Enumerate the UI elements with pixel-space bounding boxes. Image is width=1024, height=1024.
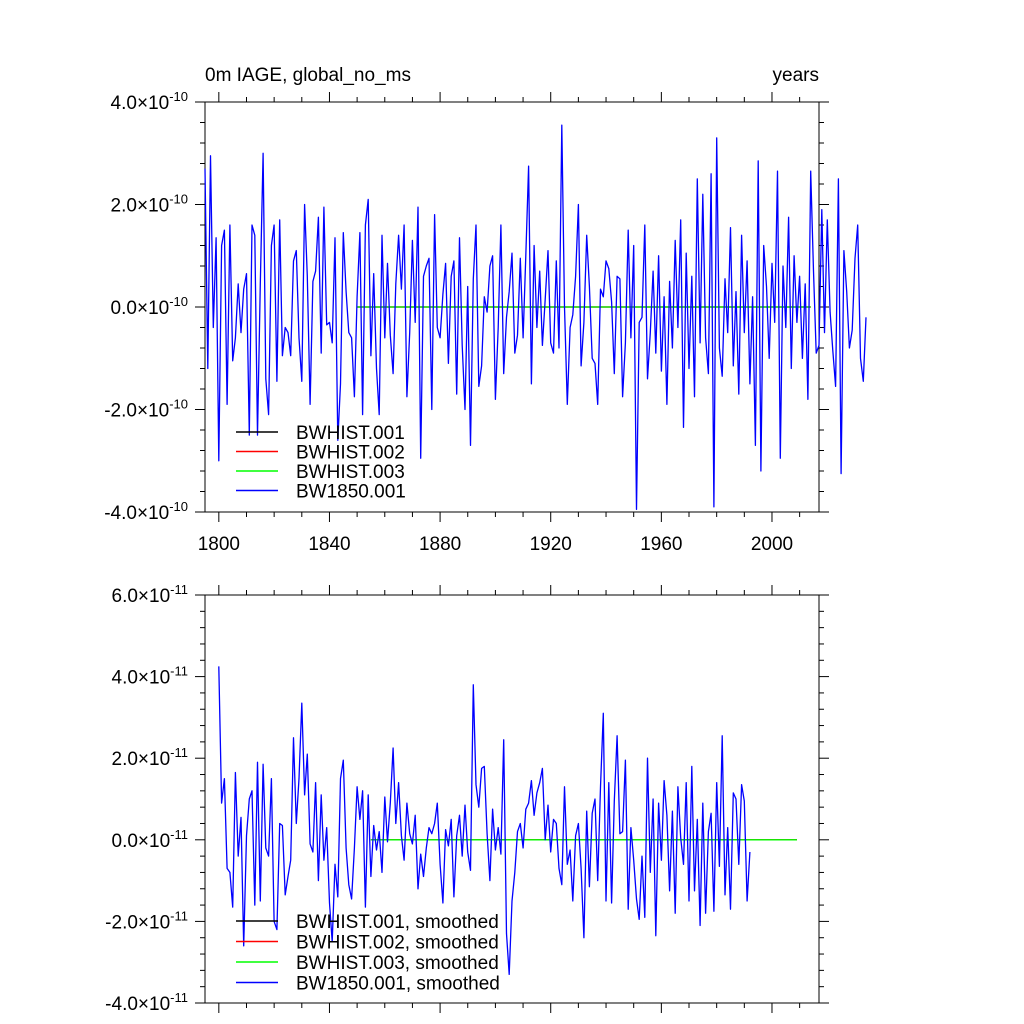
legend-label: BWHIST.001 [296,423,405,444]
chart-title: 0m IAGE, global_no_ms [205,65,411,86]
y-tick-label: -4.0×10-11 [105,990,188,1015]
plot-panel-1: 1800 1840 1880 1920 1960 2000 4.0×10-10 2.0×10-… [104,65,867,555]
y-tick-label: 0.0×10-11 [112,827,189,852]
plot-panel-2: 6.0×10-11 4.0×10-11 2.0×10-11 0.0×10-11 -2.0… [105,582,829,1015]
series-line-bw1850-001-smoothed [218,666,751,976]
y-tick-label: 4.0×10-11 [112,664,189,689]
legend-label: BWHIST.002 [296,443,405,464]
x-tick-label: 2000 [751,534,793,555]
series-line-bw1850-001 [204,124,867,511]
units-label: years [773,65,819,86]
legend-label: BWHIST.003, smoothed [296,953,499,974]
legend-label: BWHIST.001, smoothed [296,912,499,933]
plot-frame [204,594,820,1004]
y-tick-label: 4.0×10-10 [111,89,188,114]
legend-label: BWHIST.002, smoothed [296,933,499,954]
x-tick-label: 1960 [640,534,682,555]
y-tick-label: 0.0×10-10 [111,294,188,319]
x-tick-label: 1920 [530,534,572,555]
y-tick-label: 2.0×10-11 [112,745,189,770]
x-tick-label: 1840 [308,534,350,555]
y-tick-label: 6.0×10-11 [112,582,189,607]
y-tick-label: -4.0×10-10 [104,499,188,524]
legend-label: BWHIST.003 [296,462,405,483]
x-tick-label: 1800 [198,534,240,555]
legend-label: BW1850.001, smoothed [296,974,500,995]
legend-label: BW1850.001 [296,482,406,503]
y-tick-label: -2.0×10-10 [104,397,188,422]
y-tick-label: -2.0×10-11 [105,908,188,933]
x-tick-label: 1880 [419,534,461,555]
y-tick-label: 2.0×10-10 [111,192,188,217]
